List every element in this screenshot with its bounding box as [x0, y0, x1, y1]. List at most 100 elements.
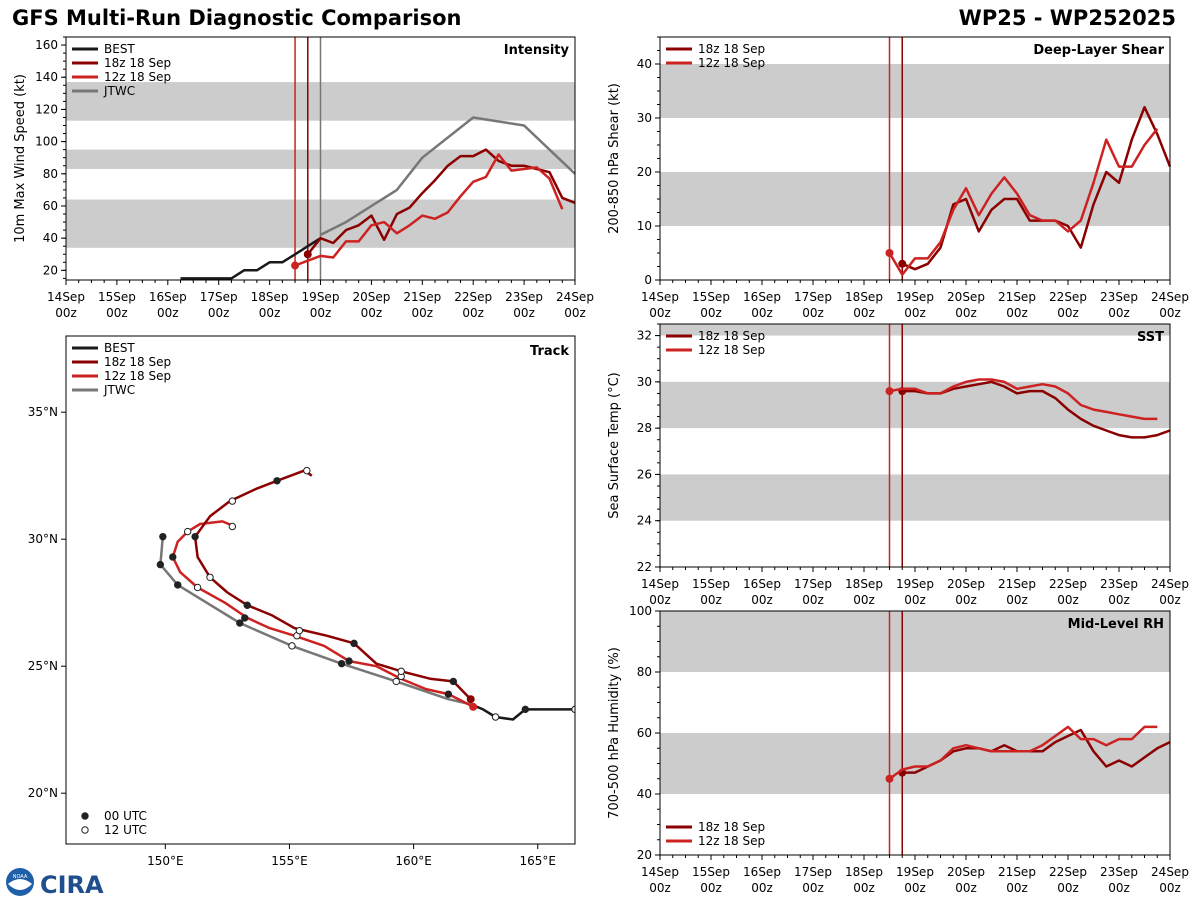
- track-marker-jtwc: [156, 560, 165, 569]
- rh-xtick-day: 20Sep: [947, 865, 985, 879]
- track-legend-label: BEST: [104, 341, 135, 355]
- intensity-ytick-label: 60: [43, 199, 58, 213]
- sst-ytick-label: 28: [637, 421, 652, 435]
- rh-xtick-hour: 00z: [802, 881, 824, 895]
- intensity-series-best: [180, 237, 322, 280]
- intensity-xtick-day: 16Sep: [149, 290, 187, 304]
- intensity-xtick-day: 24Sep: [556, 290, 594, 304]
- track-marker-run18: [350, 639, 358, 648]
- intensity-legend-label: 12z 18 Sep: [104, 70, 171, 84]
- rh-xtick-day: 22Sep: [1049, 865, 1087, 879]
- intensity-xtick-hour: 00z: [412, 306, 434, 320]
- intensity-legend-label: JTWC: [103, 84, 135, 98]
- intensity-xtick-hour: 00z: [513, 306, 535, 320]
- sst-xtick-day: 22Sep: [1049, 577, 1087, 591]
- noaa-wave-icon: [8, 879, 32, 890]
- track-legend-label: 12z 18 Sep: [104, 369, 171, 383]
- sst-ytick-label: 26: [637, 467, 652, 481]
- sst-xtick-hour: 00z: [1159, 593, 1181, 607]
- track-marker-run12: [345, 657, 353, 665]
- intensity-init-point-run18: [303, 250, 312, 259]
- intensity-xtick-day: 19Sep: [302, 290, 340, 304]
- track-marker-run18: [273, 477, 281, 485]
- shear-xtick-day: 16Sep: [743, 290, 781, 304]
- intensity-xtick-day: 23Sep: [505, 290, 543, 304]
- rh-ylabel: 700-500 hPa Humidity (%): [607, 647, 622, 819]
- shear-xtick-hour: 00z: [904, 306, 926, 320]
- shear-xtick-day: 19Sep: [896, 290, 934, 304]
- rh-xtick-day: 17Sep: [794, 865, 832, 879]
- shear-ylabel: 200-850 hPa Shear (kt): [607, 83, 622, 234]
- rh-xtick-day: 24Sep: [1151, 865, 1189, 879]
- intensity-legend-label: 18z 18 Sep: [104, 56, 171, 70]
- shear-ytick-label: 10: [637, 219, 652, 233]
- track-marker-run12: [193, 583, 202, 592]
- track-ytick-label: 35°N: [28, 405, 58, 419]
- track-marker-jtwc: [159, 532, 167, 541]
- sst-xtick-hour: 00z: [1108, 593, 1130, 607]
- sst-xtick-hour: 00z: [751, 593, 773, 607]
- track-xtick-label: 165°E: [520, 854, 557, 868]
- sst-xtick-day: 15Sep: [692, 577, 730, 591]
- intensity-ytick-label: 160: [35, 38, 58, 52]
- track-title: Track: [530, 344, 569, 359]
- cira-logo: NOAA CIRA: [6, 868, 104, 898]
- rh-panel: 20 40 60 80 100 14Sep 00z 15Sep 00z 16Sep 00z 17Sep…: [607, 604, 1189, 895]
- sst-xtick-day: 21Sep: [998, 577, 1036, 591]
- track-marker-run12: [169, 553, 177, 561]
- sst-xtick-hour: 00z: [955, 593, 977, 607]
- shear-xtick-day: 22Sep: [1049, 290, 1087, 304]
- intensity-xtick-hour: 00z: [259, 306, 281, 320]
- track-frame: [65, 335, 576, 845]
- shear-xtick-hour: 00z: [1057, 306, 1079, 320]
- shear-xtick-day: 17Sep: [794, 290, 832, 304]
- intensity-xtick-day: 14Sep: [47, 290, 85, 304]
- rh-xtick-hour: 00z: [1108, 881, 1130, 895]
- track-xtick-label: 155°E: [271, 854, 308, 868]
- sst-xtick-hour: 00z: [1006, 593, 1028, 607]
- rh-xtick-day: 18Sep: [845, 865, 883, 879]
- shear-xtick-day: 23Sep: [1100, 290, 1138, 304]
- rh-ytick-label: 20: [637, 848, 652, 862]
- track-marker-run18: [397, 667, 405, 675]
- track-marker-legend-swatch: [81, 812, 89, 820]
- rh-legend-label: 12z 18 Sep: [698, 834, 765, 848]
- sst-ytick-label: 32: [637, 329, 652, 343]
- sst-init-point-run12: [885, 387, 894, 396]
- track-marker-run12: [444, 690, 453, 698]
- rh-xtick-hour: 00z: [955, 881, 977, 895]
- intensity-ytick-label: 80: [43, 167, 58, 181]
- track-marker-jtwc: [392, 677, 400, 686]
- intensity-xtick-hour: 00z: [208, 306, 230, 320]
- shear-xtick-hour: 00z: [1006, 306, 1028, 320]
- shear-xtick-hour: 00z: [1108, 306, 1130, 320]
- shear-band-0: [660, 172, 1170, 226]
- shear-xtick-day: 15Sep: [692, 290, 730, 304]
- intensity-xtick-day: 15Sep: [98, 290, 136, 304]
- sst-ytick-label: 24: [637, 514, 652, 528]
- sst-xtick-hour: 00z: [700, 593, 722, 607]
- track-legend-label: JTWC: [103, 383, 135, 397]
- intensity-xtick-day: 22Sep: [454, 290, 492, 304]
- track-marker-run18: [449, 677, 458, 686]
- sst-title: SST: [1137, 330, 1164, 345]
- intensity-xtick-hour: 00z: [55, 306, 77, 320]
- shear-xtick-hour: 00z: [649, 306, 671, 320]
- shear-xtick-hour: 00z: [853, 306, 875, 320]
- intensity-xtick-day: 17Sep: [200, 290, 238, 304]
- intensity-ytick-label: 100: [35, 135, 58, 149]
- storm-id: WP25 - WP252025: [958, 6, 1176, 30]
- track-marker-jtwc: [337, 659, 346, 668]
- shear-xtick-day: 20Sep: [947, 290, 985, 304]
- track-ytick-label: 25°N: [28, 659, 58, 673]
- sst-xtick-hour: 00z: [802, 593, 824, 607]
- intensity-xtick-hour: 00z: [157, 306, 179, 320]
- track-marker-legend-label: 00 UTC: [104, 809, 147, 823]
- intensity-ytick-label: 20: [43, 263, 58, 277]
- rh-ytick-label: 60: [637, 726, 652, 740]
- track-marker-run12: [241, 614, 249, 622]
- track-init-point-run12: [469, 702, 478, 711]
- sst-band-0: [660, 474, 1170, 521]
- sst-series-run12: [889, 378, 1158, 421]
- track-line-run18: [193, 469, 472, 701]
